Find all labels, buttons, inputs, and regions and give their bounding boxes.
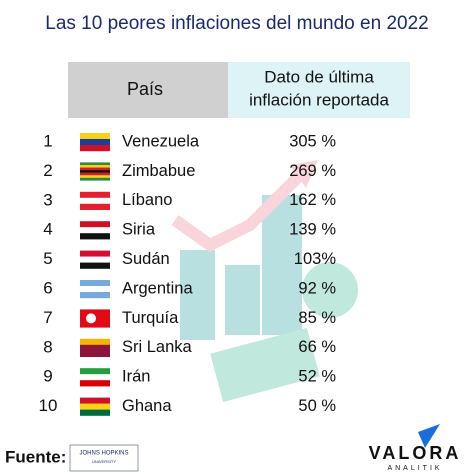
deco-bill (210, 327, 320, 403)
flag-stripe (80, 170, 110, 173)
flag-stripe (80, 292, 110, 299)
flag-stripe (80, 233, 110, 240)
rank: 5 (43, 249, 52, 268)
inflation-value: 162 % (289, 191, 336, 209)
source-label: Fuente: (5, 447, 66, 466)
country: Líbano (122, 191, 172, 209)
flag-stripe (80, 162, 110, 166)
inflation-value: 85 % (298, 309, 336, 327)
brand-icon (418, 424, 440, 448)
country: Zimbabue (122, 162, 195, 180)
flag-stripe (80, 250, 110, 257)
inflation-value: 305 % (289, 132, 336, 150)
deco-arrow (171, 170, 305, 252)
logo-box (69, 444, 139, 472)
flag-stripe (80, 203, 110, 210)
country: Siria (122, 221, 156, 239)
rank: 3 (43, 190, 52, 209)
flag-stripe (80, 350, 110, 357)
logo-text: JOHNS HOPKINS (79, 451, 128, 457)
brand: VALORA (369, 443, 462, 463)
flag-stripe (80, 197, 110, 204)
inflation-value: 50 % (298, 397, 336, 415)
header-cell (68, 62, 228, 118)
flag-stripe (80, 280, 110, 287)
rank: 7 (43, 308, 52, 327)
rank: 6 (43, 278, 52, 297)
flag-stripe (80, 145, 110, 152)
flag-stripe (80, 344, 110, 351)
flag-stripe (80, 403, 110, 410)
flag-stripe (80, 164, 110, 168)
header-cell (228, 62, 410, 118)
flag-stripe (80, 139, 110, 146)
flag-stripe (80, 286, 110, 293)
flag-emblem (86, 313, 96, 324)
country: Irán (122, 368, 150, 386)
inflation-value: 103% (294, 250, 337, 268)
logo-text: UNIVERSITY (92, 459, 116, 464)
brand-sub: ANALITIK (387, 465, 442, 472)
deco-bar (225, 265, 260, 335)
header-label: inflación reportada (249, 90, 389, 109)
deco-bar (180, 250, 215, 340)
deco-bar (262, 195, 302, 335)
flag-stripe (80, 262, 110, 269)
country: Ghana (122, 397, 172, 415)
flag-stripe (80, 175, 110, 179)
flag-stripe (80, 133, 110, 140)
flag-stripe (80, 368, 110, 375)
header-label: País (127, 79, 163, 99)
rank: 2 (43, 161, 52, 180)
flag-stripe (80, 227, 110, 234)
title: Las 10 peores inflaciones del mundo en 2… (45, 13, 428, 34)
decoration (171, 160, 358, 403)
header-label: Dato de última (264, 67, 374, 86)
flag-stripe (80, 409, 110, 416)
flag-stripe (80, 172, 110, 176)
rank: 8 (43, 337, 52, 356)
inflation-value: 269 % (289, 162, 336, 180)
rows: 1 Venezuela 305 % 2 Zimbabue 269 % 3 Líbano 162 … (39, 131, 337, 416)
flag-stripe (80, 167, 110, 171)
flag-stripe (80, 191, 110, 198)
flag-stripe (80, 256, 110, 263)
deco-coin (302, 262, 358, 318)
rank: 10 (39, 396, 58, 415)
country: Argentina (122, 279, 193, 297)
rank: 9 (43, 367, 52, 386)
flag-stripe (80, 374, 110, 381)
flag-stripe (80, 221, 110, 228)
rank: 1 (43, 131, 52, 150)
inflation-value: 92 % (298, 279, 336, 297)
inflation-value: 66 % (298, 338, 336, 356)
country: Sudán (122, 250, 170, 268)
flag-stripe (80, 177, 110, 181)
deco-arrow-head (290, 160, 318, 188)
inflation-value: 52 % (298, 368, 336, 386)
inflation-value: 139 % (289, 221, 336, 239)
country: Venezuela (122, 132, 200, 150)
flag-stripe (80, 338, 110, 345)
flag-stripe (80, 397, 110, 404)
country: Turquía (122, 309, 179, 327)
country: Sri Lanka (122, 338, 193, 356)
flag-stripe (80, 380, 110, 387)
rank: 4 (43, 220, 52, 239)
